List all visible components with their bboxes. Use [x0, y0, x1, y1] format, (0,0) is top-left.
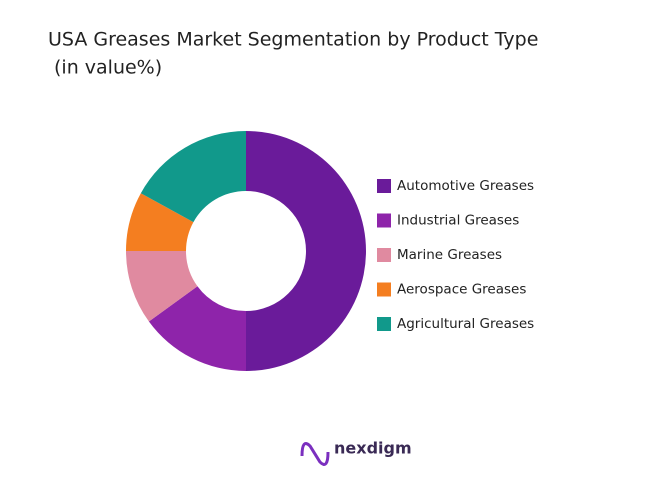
logo-icon: [300, 442, 330, 466]
donut-slice: [148, 286, 246, 371]
donut-slice: [126, 193, 194, 251]
legend-swatch: [377, 282, 391, 297]
legend-label: Industrial Greases: [397, 213, 519, 229]
donut-slice: [140, 131, 246, 223]
legend-label: Automotive Greases: [397, 178, 534, 194]
logo: nexdigm: [300, 439, 412, 466]
donut-slice: [126, 251, 198, 322]
donut-slice: [246, 131, 366, 371]
legend-label: Agricultural Greases: [397, 316, 534, 332]
chart-title: USA Greases Market Segmentation by Produ…: [48, 29, 538, 51]
legend-swatch: [377, 317, 391, 331]
chart-subtitle: (in value%): [54, 57, 162, 79]
legend-label: Aerospace Greases: [397, 282, 526, 298]
legend-swatch: [377, 213, 391, 228]
legend-swatch: [377, 179, 391, 193]
logo-text: nexdigm: [334, 439, 412, 458]
legend-swatch: [377, 248, 391, 262]
legend-label: Marine Greases: [397, 247, 502, 263]
